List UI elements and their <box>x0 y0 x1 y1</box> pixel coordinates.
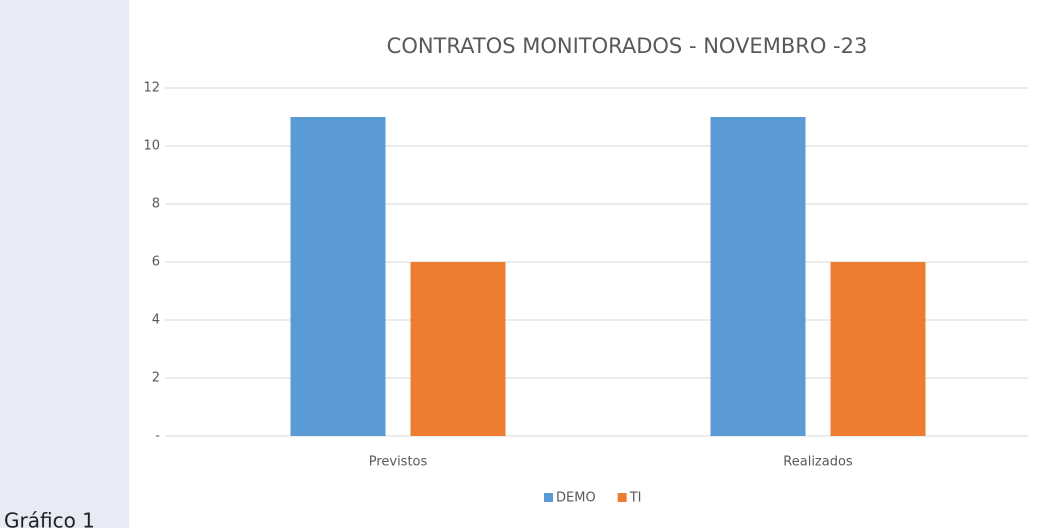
legend-label: DEMO <box>556 491 596 506</box>
y-tick-label: 6 <box>152 255 160 270</box>
caption: Gráfico 1 <box>4 509 95 528</box>
bar <box>290 117 386 436</box>
chart-title: CONTRATOS MONITORADOS - NOVEMBRO -23 <box>387 34 868 58</box>
y-tick-label: 8 <box>152 197 160 212</box>
y-tick-label: 12 <box>143 81 160 96</box>
side-panel <box>0 0 129 528</box>
x-tick-label: Realizados <box>783 455 853 470</box>
x-tick-label: Previstos <box>369 455 428 470</box>
legend-label: TI <box>629 491 642 506</box>
legend-swatch <box>617 493 627 502</box>
bar <box>410 262 506 436</box>
bar <box>830 262 926 436</box>
y-tick-label: - <box>155 429 160 444</box>
y-tick-label: 4 <box>152 313 160 328</box>
y-tick-label: 10 <box>143 139 160 154</box>
bar <box>710 117 806 436</box>
y-tick-label: 2 <box>152 371 160 386</box>
legend-swatch <box>544 493 553 502</box>
